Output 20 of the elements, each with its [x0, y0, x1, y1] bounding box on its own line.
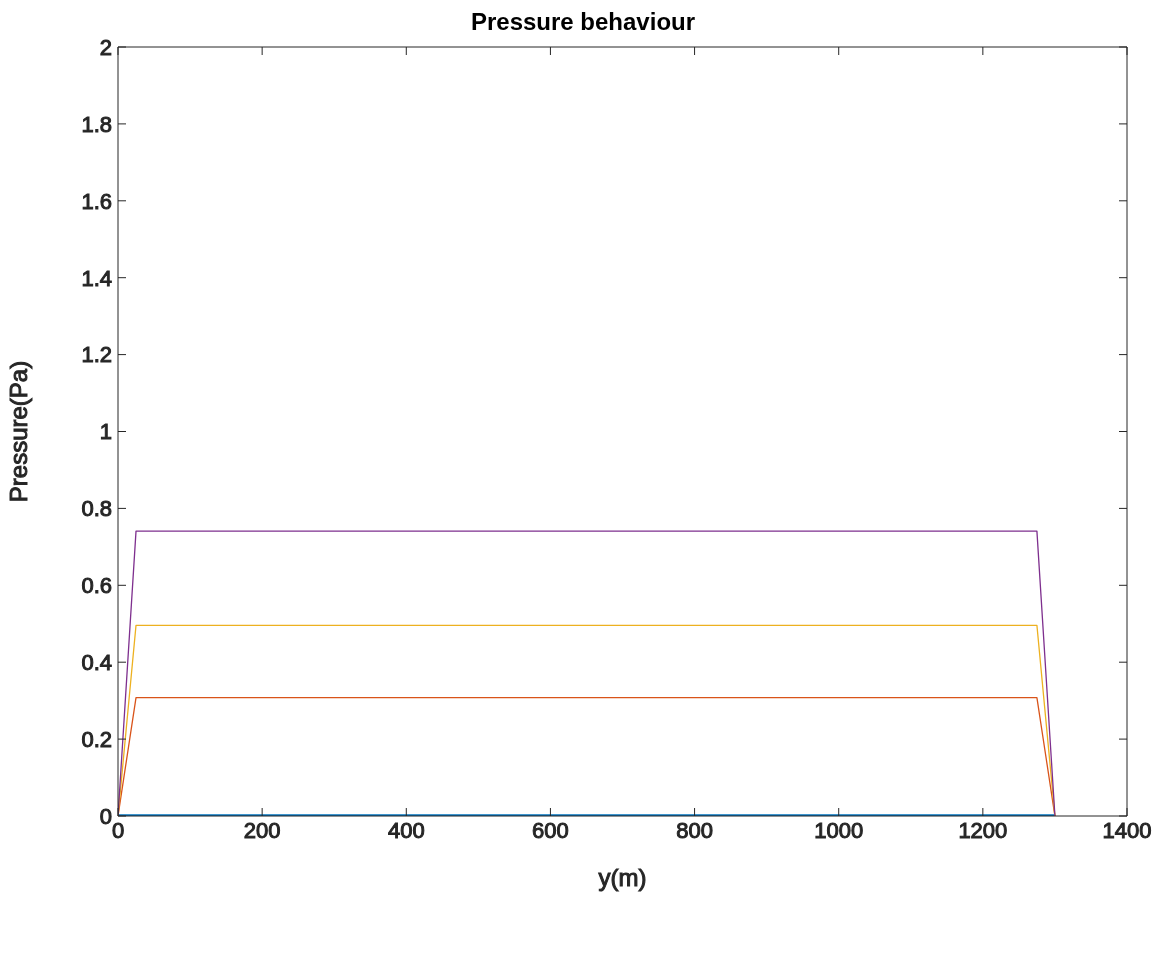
y-tick-label: 1.8 [81, 111, 112, 137]
y-tick-label: 2 [99, 34, 112, 60]
x-axis-title: y(m) [598, 864, 647, 891]
y-tick-label: 1 [99, 419, 112, 445]
y-axis-title: Pressure(Pa) [4, 360, 32, 503]
y-tick-label: 1.4 [81, 265, 112, 291]
x-tick-label: 800 [676, 817, 713, 843]
y-tick-label: 0.4 [81, 650, 112, 676]
x-tick-label: 200 [243, 817, 281, 843]
y-tick-label: 0.6 [81, 573, 112, 599]
x-tick-label: 1000 [814, 817, 864, 843]
y-tick-label: 1.2 [81, 342, 112, 368]
chart-title: Pressure behaviour [469, 8, 697, 36]
x-tick-label: 600 [532, 817, 569, 843]
y-tick-label: 1.6 [81, 188, 112, 214]
x-tick-label: 1400 [1102, 817, 1152, 843]
x-tick-label: 1200 [958, 817, 1008, 843]
x-tick-label: 400 [387, 817, 425, 843]
y-tick-label: 0.2 [81, 726, 112, 752]
y-tick-label: 0.8 [81, 496, 112, 522]
